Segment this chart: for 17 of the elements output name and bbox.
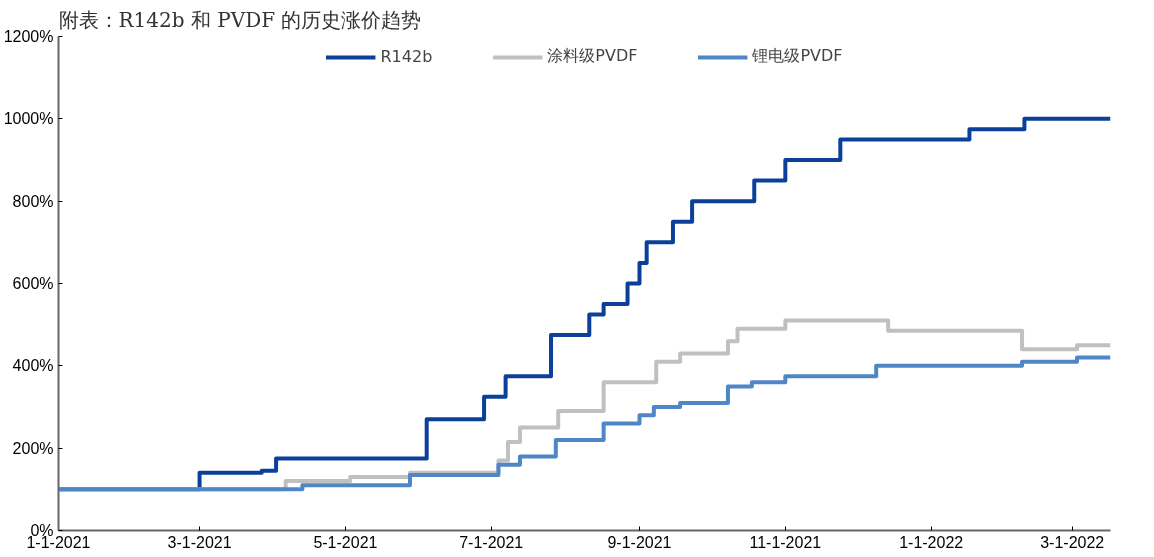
y-tick-label: 800% [12, 192, 54, 210]
y-tick-label: 1000% [3, 110, 54, 128]
x-tick-label: 11-1-2021 [749, 533, 822, 551]
y-tick-label: 600% [12, 275, 54, 292]
legend-label: 锂电级PVDF [752, 46, 843, 67]
x-tick-label: 9-1-2021 [607, 533, 672, 551]
x-tick-label: 3-1-2022 [1040, 533, 1105, 551]
y-tick-label: 1200% [3, 28, 54, 45]
y-tick-label: 200% [12, 439, 54, 457]
x-tick-label: 5-1-2021 [313, 533, 378, 551]
legend-label: 涂料级PVDF [547, 46, 638, 67]
y-tick-label: 400% [12, 357, 54, 375]
legend-label: R142b [380, 47, 433, 66]
chart-title: 附表：R142b 和 PVDF 的历史涨价趋势 [58, 7, 422, 32]
x-tick-label: 7-1-2021 [459, 533, 524, 551]
x-tick-label: 1-1-2022 [899, 533, 964, 551]
x-tick-label: 3-1-2021 [167, 533, 232, 551]
